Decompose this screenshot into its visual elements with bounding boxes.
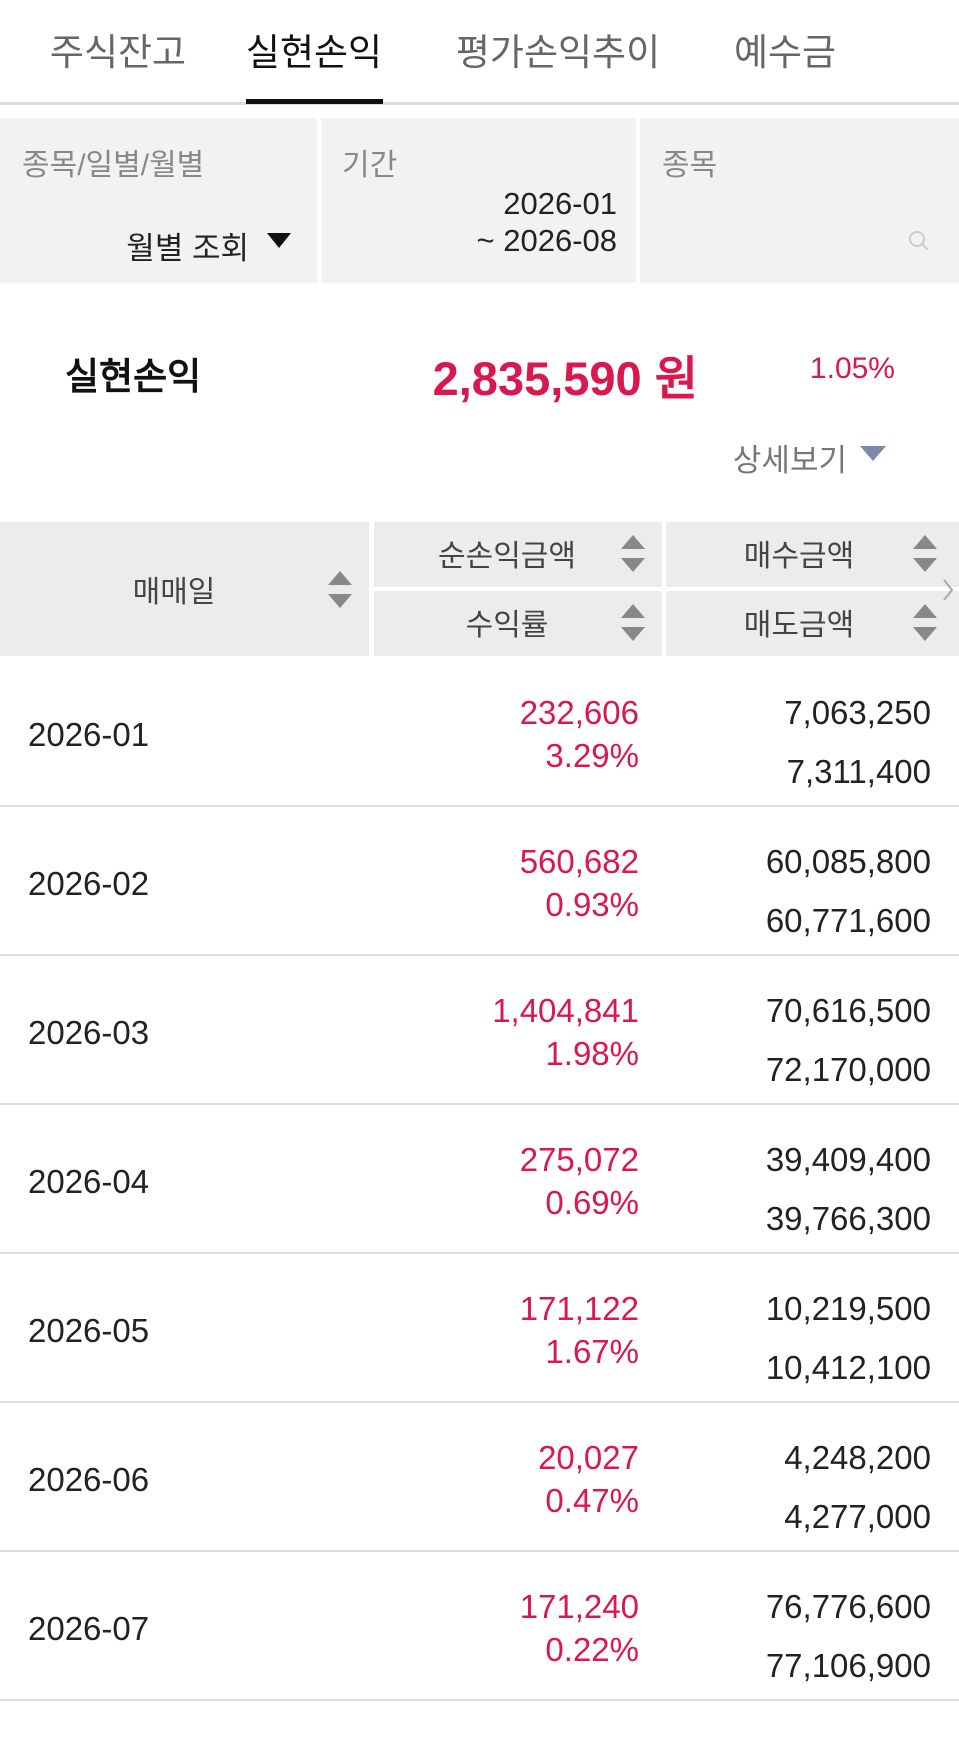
sell-amount: 4,277,000: [784, 1498, 931, 1535]
header-cell: [374, 522, 662, 587]
profit-rate: 0.22%: [545, 1631, 639, 1668]
tab[interactable]: 예수금: [733, 32, 837, 73]
trade-date: 2026-01: [28, 716, 150, 753]
column-header[interactable]: 수익률: [465, 609, 549, 642]
filter-box[interactable]: [640, 118, 959, 283]
row-divider: [0, 1550, 959, 1552]
row-divider: [0, 805, 959, 807]
tab-divider: [0, 102, 959, 105]
trade-date: 2026-04: [28, 1163, 150, 1200]
sell-amount: 77,106,900: [765, 1647, 931, 1684]
summary-label: 실현손익: [65, 356, 202, 397]
tab-active[interactable]: 실현손익: [245, 32, 383, 73]
net-profit: 171,240: [519, 1588, 639, 1625]
filter-value: ~ 2026-08: [476, 223, 617, 258]
buy-amount: 39,409,400: [765, 1141, 931, 1178]
column-header[interactable]: 순손익금액: [438, 540, 576, 573]
row-divider: [0, 1252, 959, 1254]
search-icon[interactable]: [907, 229, 931, 253]
profit-rate: 1.67%: [545, 1333, 639, 1370]
column-header[interactable]: 매매일: [132, 576, 216, 609]
trade-date: 2026-06: [28, 1461, 150, 1498]
filter-box[interactable]: [0, 118, 317, 283]
net-profit: 275,072: [519, 1141, 639, 1178]
trade-date: 2026-02: [28, 865, 150, 902]
column-header[interactable]: 매도금액: [743, 609, 855, 642]
sell-amount: 10,412,100: [765, 1349, 931, 1386]
sell-amount: 72,170,000: [765, 1051, 931, 1088]
net-profit: 1,404,841: [492, 992, 639, 1029]
sell-amount: 39,766,300: [765, 1200, 931, 1237]
sort-icons: [328, 535, 954, 641]
detail-toggle[interactable]: 상세보기: [732, 443, 847, 478]
filter-value: 2026-01: [503, 186, 617, 221]
filter-box[interactable]: [321, 118, 636, 283]
column-header[interactable]: 매수금액: [743, 540, 855, 573]
net-profit: 232,606: [519, 694, 639, 731]
buy-amount: 10,219,500: [765, 1290, 931, 1327]
tab[interactable]: 평가손익추이: [455, 32, 661, 73]
profit-rate: 0.93%: [545, 886, 639, 923]
dropdown-icon: [267, 233, 291, 248]
row-divider: [0, 1401, 959, 1403]
net-profit: 20,027: [538, 1439, 639, 1476]
filter-label: 종목/일별/월별: [22, 149, 205, 182]
trade-date: 2026-03: [28, 1014, 150, 1051]
buy-amount: 76,776,600: [765, 1588, 931, 1625]
buy-amount: 7,063,250: [784, 694, 931, 731]
header-cell: [374, 591, 662, 656]
detail-icon: [860, 446, 886, 461]
summary-amount: 2,835,590 원: [432, 352, 698, 405]
filter-label: 종목: [662, 149, 718, 182]
sell-amount: 60,771,600: [765, 902, 931, 939]
trade-date: 2026-05: [28, 1312, 150, 1349]
header-cell: [0, 522, 369, 656]
filter-value: 월별 조회: [126, 231, 249, 266]
buy-amount: 70,616,500: [765, 992, 931, 1029]
buy-amount: 60,085,800: [765, 843, 931, 880]
header-cell: [666, 591, 959, 656]
profit-rate: 0.47%: [545, 1482, 639, 1519]
tab-indicator: [246, 99, 383, 104]
trade-date: 2026-07: [28, 1610, 150, 1647]
profit-rate: 1.98%: [545, 1035, 639, 1072]
sell-amount: 7,311,400: [786, 753, 931, 790]
filter-label: 기간: [342, 149, 398, 182]
row-divider: [0, 1699, 959, 1701]
tab[interactable]: 주식잔고: [49, 32, 187, 73]
buy-amount: 4,248,200: [784, 1439, 931, 1476]
profit-rate: 3.29%: [545, 737, 639, 774]
row-divider: [0, 1103, 959, 1105]
header-cell: [666, 522, 959, 587]
profit-rate: 0.69%: [545, 1184, 639, 1221]
summary-rate: 1.05%: [809, 352, 895, 385]
net-profit: 560,682: [519, 843, 639, 880]
row-divider: [0, 954, 959, 956]
net-profit: 171,122: [519, 1290, 639, 1327]
